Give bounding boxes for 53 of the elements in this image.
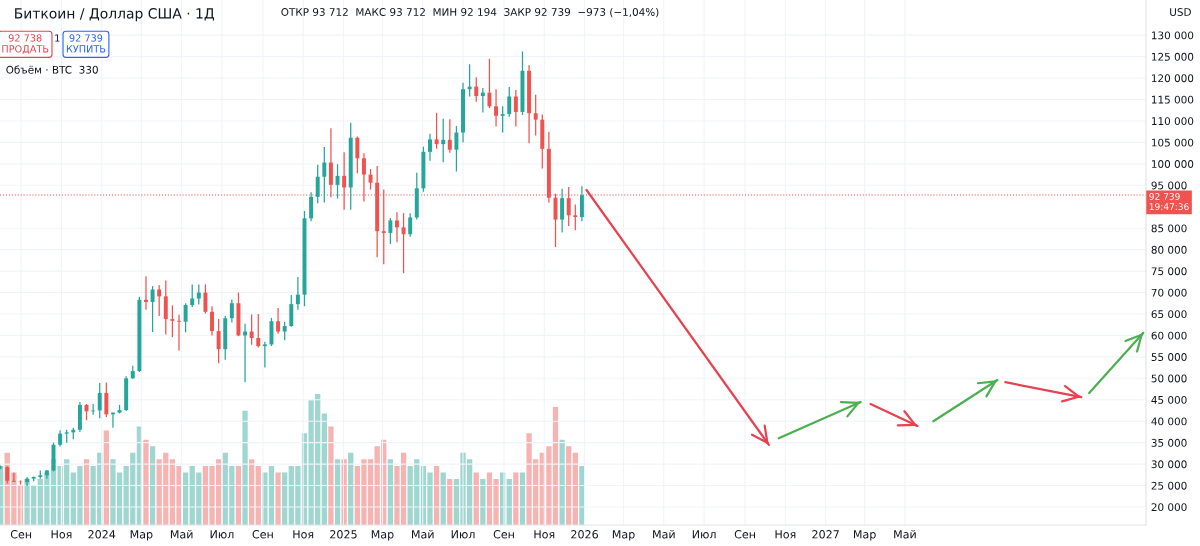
ref-line-label: 92 739 19:47:36 [1149,193,1189,211]
y-tick-label: 80 000 [1151,245,1187,254]
y-tick-label: 130 000 [1152,31,1194,40]
x-tick-label: 2026 [571,530,598,539]
x-tick-label: Мар [130,530,153,541]
x-tick-label: Май [653,529,675,539]
x-tick-label: Ноя [293,530,314,539]
y-tick-label: 60 000 [1151,331,1187,340]
y-tick-label: 65 000 [1151,310,1187,319]
y-tick-label: 85 000 [1151,224,1187,233]
y-tick-label: 20 000 [1151,503,1187,512]
y-tick-label: 50 000 [1151,374,1187,383]
y-tick-label: 100 000 [1152,160,1194,168]
y-tick-label: 55 000 [1151,353,1187,361]
x-tick-label: 2024 [88,530,116,539]
text: USD [1170,8,1191,16]
y-tick-label: 115 000 [1152,95,1194,104]
x-tick-label: Сен [493,530,514,539]
x-tick-label: Сен [734,530,755,539]
x-tick-label: Май [412,529,434,539]
x-tick-label: Мар [853,530,876,541]
y-tick-label: 125 000 [1152,52,1194,61]
annotation: ОТКР 93 712 МАКС 93 712 МИН 92 194 ЗАКР 92 739 −973 (−1,04%) [281,7,659,18]
y-tick-label: 70 000 [1151,288,1187,297]
annotation: 1 [55,34,60,42]
y-tick-label: 105 000 [1152,138,1194,147]
x-tick-label: Сен [10,530,32,539]
text: Биткоин / Доллар США · 1Д [15,8,215,22]
x-tick-label: Мар [371,530,394,541]
y-tick-label: 45 000 [1151,395,1187,404]
x-tick-label: Ноя [775,530,796,539]
y-tick-label: 95 000 [1151,181,1187,190]
x-tick-label: Ноя [534,530,555,539]
annotation: 92 738 ПРОДАТЬ [2,34,49,54]
y-tick-label: 35 000 [1151,438,1187,447]
x-tick-label: 2027 [812,530,839,539]
x-tick-label: Май [894,529,916,539]
y-tick-label: 25 000 [1151,481,1187,490]
x-tick-label: Май [170,529,193,539]
y-tick-label: 120 000 [1152,74,1194,83]
x-tick-label: Сен [252,530,273,539]
y-tick-label: 40 000 [1151,417,1187,426]
x-tick-label: Июл [451,530,475,539]
annotation: Объём · BTC 330 [6,65,98,74]
x-tick-label: Июл [692,530,716,539]
y-tick-label: 30 000 [1151,460,1187,469]
x-tick-label: Июл [210,530,234,539]
y-tick-label: 75 000 [1151,267,1187,276]
annotation: 92 739 КУПИТЬ [66,34,106,53]
y-tick-label: 110 000 [1152,117,1194,126]
x-tick-label: Мар [612,530,635,541]
x-tick-label: 2025 [330,530,357,539]
x-tick-label: Ноя [51,530,72,539]
